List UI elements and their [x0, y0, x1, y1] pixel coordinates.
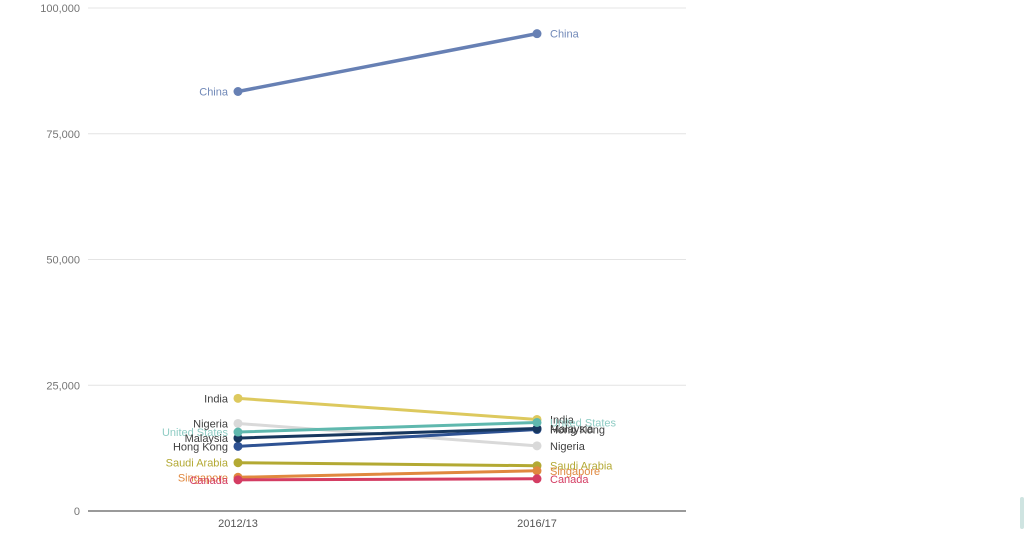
series-label-saudi-arabia-right: Saudi Arabia: [550, 461, 613, 473]
series-line-united-states: [236, 420, 539, 434]
x-tick-label: 2012/13: [218, 518, 258, 530]
scrollbar-thumb[interactable]: [1020, 497, 1024, 529]
data-point-india-start[interactable]: [233, 393, 243, 403]
y-tick-label: 100,000: [40, 3, 80, 15]
y-tick-label: 25,000: [46, 380, 80, 392]
series-label-china-left: China: [199, 86, 229, 98]
data-point-nigeria-start[interactable]: [233, 418, 243, 428]
data-point-united-states-end[interactable]: [532, 417, 542, 427]
series-line-canada: [236, 477, 539, 482]
series-label-singapore-left: Singapore: [178, 472, 228, 484]
series-label-hong-kong-left: Hong Kong: [173, 441, 228, 453]
data-point-singapore-end[interactable]: [532, 466, 542, 476]
series-label-malaysia-left: Malaysia: [185, 433, 229, 445]
data-point-hong-kong-start[interactable]: [233, 441, 243, 451]
series-label-united-states-right: United States: [550, 417, 617, 429]
series-line-hong-kong: [236, 428, 539, 448]
series-label-india-right: India: [550, 414, 575, 426]
x-tick-label: 2016/17: [517, 518, 557, 530]
data-point-china-end[interactable]: [532, 29, 542, 39]
y-tick-label: 75,000: [46, 129, 80, 141]
series-label-india-left: India: [204, 393, 229, 405]
series-label-canada-left: Canada: [189, 475, 228, 487]
series-label-china-right: China: [550, 29, 580, 41]
series-label-saudi-arabia-left: Saudi Arabia: [166, 458, 229, 470]
data-point-canada-end[interactable]: [532, 474, 542, 484]
series-label-united-states-left: United States: [162, 427, 229, 439]
series-label-malaysia-right: Malaysia: [550, 424, 594, 436]
series-line-india: [236, 396, 539, 421]
data-point-saudi-arabia-start[interactable]: [233, 458, 243, 468]
y-tick-label: 50,000: [46, 255, 80, 267]
data-point-nigeria-end[interactable]: [532, 441, 542, 451]
series-label-canada-right: Canada: [550, 474, 589, 486]
series-line-saudi-arabia: [236, 461, 539, 468]
y-tick-label: 0: [74, 506, 80, 518]
series-label-nigeria-left: Nigeria: [193, 418, 229, 430]
series-line-singapore: [236, 469, 539, 479]
data-point-canada-start[interactable]: [233, 475, 243, 485]
data-point-united-states-start[interactable]: [233, 427, 243, 437]
series-label-singapore-right: Singapore: [550, 466, 600, 478]
series-label-nigeria-right: Nigeria: [550, 441, 586, 453]
series-label-hong-kong-right: Hong Kong: [550, 425, 605, 437]
data-point-china-start[interactable]: [233, 86, 243, 96]
series-line-malaysia: [236, 427, 539, 440]
series-line-china: [236, 31, 539, 94]
